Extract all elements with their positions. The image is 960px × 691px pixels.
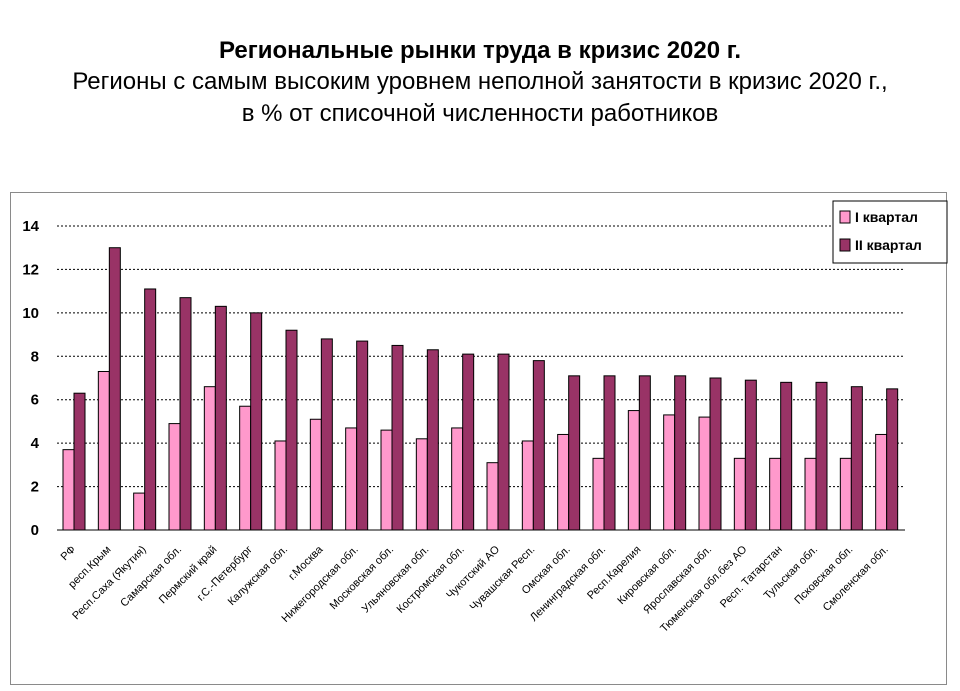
legend-swatch-q2 [839, 238, 851, 252]
bar-q2 [780, 381, 793, 531]
chart-title: Региональные рынки труда в кризис 2020 г… [218, 37, 742, 64]
bar-q1 [345, 427, 358, 531]
category-label: Смоленская обл. [821, 544, 891, 614]
bar-q1 [62, 449, 75, 531]
bar-q2 [815, 381, 828, 531]
bar-q2 [497, 353, 510, 531]
bars [62, 247, 899, 531]
y-tick-label: 10 [22, 305, 39, 322]
legend-label-q1: I квартал [855, 209, 918, 225]
bar-q1 [415, 438, 428, 531]
bar-q2 [250, 312, 263, 531]
bar-q2 [214, 305, 227, 531]
bar-q1 [875, 433, 888, 531]
bar-q1 [698, 416, 711, 531]
bar-q1 [839, 457, 852, 531]
bar-q2 [568, 375, 581, 531]
bar-q1 [203, 386, 216, 531]
bar-q2 [638, 375, 651, 531]
legend: I квартал II квартал [832, 200, 948, 264]
chart-header: Региональные рынки труда в кризис 2020 г… [0, 36, 960, 130]
bar-q1 [486, 462, 499, 531]
bar-q1 [804, 457, 817, 531]
bar-q2 [108, 247, 121, 531]
y-tick-label: 14 [22, 218, 39, 235]
category-label: Ульяновская обл. [360, 544, 432, 616]
bar-q2 [356, 340, 369, 531]
chart-subtitle-line1: Регионы с самым высоким уровнем неполной… [72, 68, 888, 95]
legend-swatch-q1 [839, 210, 851, 224]
bar-q1 [592, 457, 605, 531]
y-tick-label: 2 [31, 479, 39, 496]
bar-q2 [391, 344, 404, 531]
category-label: Чувашская Респ. [468, 544, 538, 614]
bar-q2 [144, 288, 157, 531]
bar-q1 [557, 433, 570, 531]
bar-q2 [462, 353, 475, 531]
y-tick-label: 0 [31, 522, 39, 539]
legend-label-q2: II квартал [855, 237, 922, 253]
bar-q2 [320, 338, 333, 531]
bar-q2 [73, 392, 86, 531]
category-label: Респ. Татарстан [718, 544, 785, 611]
legend-box [832, 200, 948, 264]
bar-q1 [274, 440, 287, 531]
bar-q1 [733, 457, 746, 531]
bar-q2 [426, 349, 439, 531]
bar-q1 [309, 418, 322, 531]
chart-frame [10, 192, 947, 685]
bar-q2 [532, 360, 545, 531]
y-tick-label: 4 [31, 435, 40, 452]
bar-q1 [769, 457, 782, 531]
bar-q2 [603, 375, 616, 531]
gridlines [57, 225, 905, 488]
category-label: РФ [59, 544, 79, 564]
y-tick-label: 12 [22, 261, 39, 278]
category-label: Самарская обл. [118, 544, 184, 610]
bar-q1 [663, 414, 676, 531]
bar-q1 [627, 410, 640, 531]
bar-q2 [674, 375, 687, 531]
bar-q2 [179, 297, 192, 531]
bar-q2 [850, 386, 863, 531]
bar-q1 [133, 492, 146, 531]
bar-q1 [97, 370, 110, 531]
chart-subtitle-line2: в % от списочной численности работников [241, 100, 719, 127]
bar-q1 [168, 423, 181, 531]
bar-q2 [886, 388, 899, 531]
bar-q1 [521, 440, 534, 531]
bar-q1 [239, 405, 252, 531]
bar-q1 [451, 427, 464, 531]
y-axis-ticks: 0 2 4 6 8 10 12 14 [22, 218, 39, 539]
y-tick-label: 8 [31, 348, 39, 365]
bar-q2 [744, 379, 757, 531]
bar-q2 [709, 377, 722, 531]
y-tick-label: 6 [31, 392, 39, 409]
category-label: Московская обл. [328, 544, 396, 612]
bar-q1 [380, 429, 393, 531]
bar-q2 [285, 329, 298, 531]
category-label: Костромская обл. [395, 544, 467, 616]
